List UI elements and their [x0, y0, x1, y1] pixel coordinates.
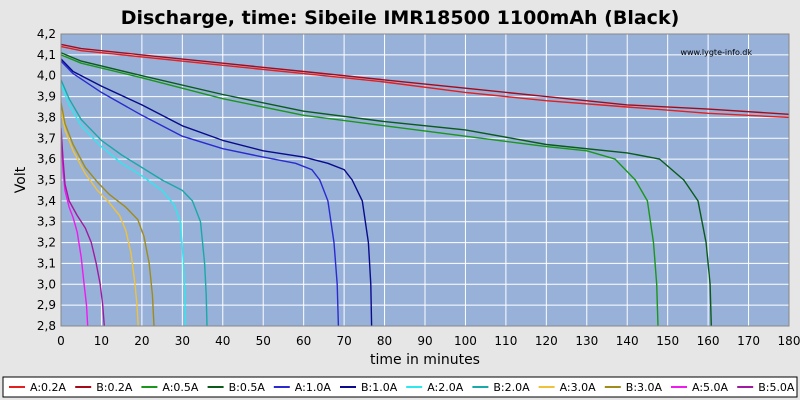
- x-tick-label: 170: [737, 334, 760, 348]
- series-line-a-0-5a: [61, 54, 659, 326]
- x-tick-label: 110: [494, 334, 517, 348]
- legend-entry: B:0.5A: [229, 381, 266, 394]
- x-tick-label: 80: [377, 334, 392, 348]
- x-tick-label: 150: [656, 334, 679, 348]
- plot-area: 0 10 20 30 40 50 60 70 80 90 100 110 120 130 140 150 160…: [37, 27, 800, 348]
- series-line-b-1-0a: [61, 58, 373, 326]
- x-tick-label: 20: [134, 334, 149, 348]
- x-tick-label: 130: [575, 334, 598, 348]
- x-tick-label: 180: [778, 334, 800, 348]
- x-axis-label: time in minutes: [370, 352, 480, 368]
- y-tick-label: 3,2: [37, 236, 56, 250]
- x-tick-label: 10: [94, 334, 109, 348]
- legend-entry: B:3.0A: [626, 381, 663, 394]
- plot-frame: [60, 33, 790, 327]
- series-line-b-2-0a: [61, 79, 208, 326]
- y-tick-label: 3,5: [37, 173, 56, 187]
- y-tick-label: 4,1: [37, 48, 56, 62]
- y-axis-label: Volt: [13, 166, 29, 193]
- legend-entry: B:5.0A: [758, 381, 795, 394]
- y-tick-label: 3,6: [37, 152, 56, 166]
- legend-entry: A:2.0A: [427, 381, 464, 394]
- legend-entry: A:3.0A: [560, 381, 597, 394]
- legend-entry: B:0.2A: [96, 381, 133, 394]
- legend-entry: B:2.0A: [493, 381, 530, 394]
- watermark: www.lygte-info.dk: [680, 48, 752, 57]
- legend-entry: A:0.2A: [30, 381, 67, 394]
- legend-entry: A:1.0A: [295, 381, 332, 394]
- y-tick-label: 3,1: [37, 256, 56, 270]
- y-tick-label: 3,4: [37, 194, 56, 208]
- y-tick-label: 3,0: [37, 277, 56, 291]
- series-line-b-3-0a: [61, 102, 155, 326]
- x-tick-label: 50: [256, 334, 271, 348]
- series-line-a-1-0a: [61, 60, 340, 326]
- series-line-b-5-0a: [61, 127, 105, 326]
- series-line-b-0-5a: [61, 52, 712, 326]
- y-tick-label: 4,2: [37, 27, 56, 41]
- y-tick-label: 2,8: [37, 319, 56, 333]
- y-tick-label: 3,9: [37, 90, 56, 104]
- series-line-b-0-2a: [61, 43, 789, 115]
- series-line-a-3-0a: [61, 108, 139, 326]
- y-tick-label: 3,7: [37, 131, 56, 145]
- legend-entry: B:1.0A: [361, 381, 398, 394]
- legend-box: [2, 376, 798, 398]
- x-tick-label: 90: [417, 334, 432, 348]
- x-tick-label: 60: [296, 334, 311, 348]
- y-tick-label: 3,8: [37, 110, 56, 124]
- x-tick-label: 40: [215, 334, 230, 348]
- x-tick-label: 160: [697, 334, 720, 348]
- x-tick-label: 140: [616, 334, 639, 348]
- y-tick-label: 4,0: [37, 69, 56, 83]
- legend-entry: A:5.0A: [692, 381, 729, 394]
- x-tick-label: 70: [336, 334, 351, 348]
- chart-title: Discharge, time: Sibeile IMR18500 1100mA…: [121, 7, 680, 29]
- x-tick-label: 0: [57, 334, 65, 348]
- x-tick-label: 100: [454, 334, 477, 348]
- legend: A:0.2A B:0.2A A:0.5A B:0.5A A:1.0A B:1.0A A:2.…: [2, 376, 798, 398]
- y-tick-label: 3,3: [37, 215, 56, 229]
- legend-entry: A:0.5A: [162, 381, 199, 394]
- series-line-a-0-2a: [61, 45, 789, 119]
- series-line-a-2-0a: [61, 83, 187, 326]
- x-tick-label: 30: [175, 334, 190, 348]
- x-tick-label: 120: [535, 334, 558, 348]
- y-tick-label: 2,9: [37, 298, 56, 312]
